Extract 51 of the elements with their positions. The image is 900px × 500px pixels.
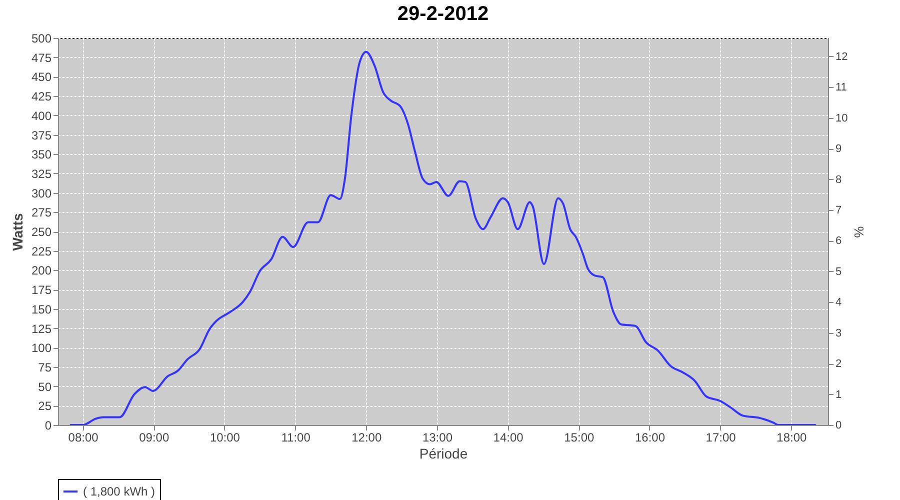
x-tick-label: 09:00	[139, 430, 170, 444]
y-tick-label: 50	[38, 380, 52, 394]
x-tick-label: 17:00	[706, 430, 736, 444]
y-tick-label: 0	[44, 418, 52, 432]
y2-tick-label: 5	[836, 266, 842, 278]
x-tick-label: 18:00	[776, 430, 808, 444]
y2-tick-label: 7	[836, 204, 842, 216]
y-tick-label: 25	[38, 399, 52, 414]
x-tick-label: 15:00	[564, 430, 594, 444]
y-tick-label: 300	[31, 186, 52, 200]
y-tick-label: 250	[31, 225, 52, 239]
x-tick-label: 12:00	[352, 430, 382, 444]
y2-tick-label: 10	[836, 112, 848, 124]
x-axis-title: Période	[419, 446, 468, 462]
y2-tick-label: 2	[836, 358, 842, 370]
y-axis-title: Watts	[9, 212, 26, 251]
y-tick-label: 200	[31, 264, 52, 278]
y-tick-label: 75	[38, 360, 52, 374]
y2-tick-label: 8	[836, 174, 842, 186]
line-series	[70, 50, 816, 425]
y-tick-label: 150	[31, 302, 52, 316]
chart-title: 29-2-2012	[397, 3, 489, 25]
x-tick-label: 13:00	[422, 430, 453, 444]
legend-label: ( 1,800 kWh )	[83, 484, 156, 498]
y2-tick-label: 12	[836, 50, 848, 63]
x-tick-label: 16:00	[634, 430, 666, 444]
y-tick-label: 100	[31, 341, 52, 356]
x-tick-label: 14:00	[493, 430, 524, 444]
y-tick-label: 175	[31, 283, 52, 298]
y-tick-label: 375	[31, 128, 52, 142]
y-tick-label: 425	[31, 90, 52, 104]
y-tick-label: 450	[31, 70, 52, 84]
y-tick-label: 350	[31, 148, 52, 162]
y2-axis-title: %	[852, 226, 867, 238]
y-tick-label: 500	[31, 32, 52, 46]
y-tick-label: 125	[31, 322, 52, 336]
y-tick-label: 475	[31, 50, 52, 65]
y2-tick-label: 9	[836, 143, 842, 156]
y-tick-label: 275	[31, 206, 52, 220]
y2-tick-label: 1	[836, 388, 842, 401]
y2-tick-label: 6	[836, 235, 842, 248]
x-tick-label: 08:00	[68, 430, 99, 444]
y-tick-label: 325	[31, 166, 52, 181]
y2-tick-label: 4	[836, 296, 842, 309]
y-tick-label: 400	[31, 108, 52, 123]
y2-tick-label: 3	[836, 327, 842, 340]
x-tick-label: 11:00	[281, 430, 311, 444]
x-tick-label: 10:00	[210, 430, 240, 444]
y2-tick-label: 0	[836, 420, 842, 432]
y-tick-label: 225	[31, 244, 52, 258]
y2-tick-label: 11	[836, 82, 847, 94]
